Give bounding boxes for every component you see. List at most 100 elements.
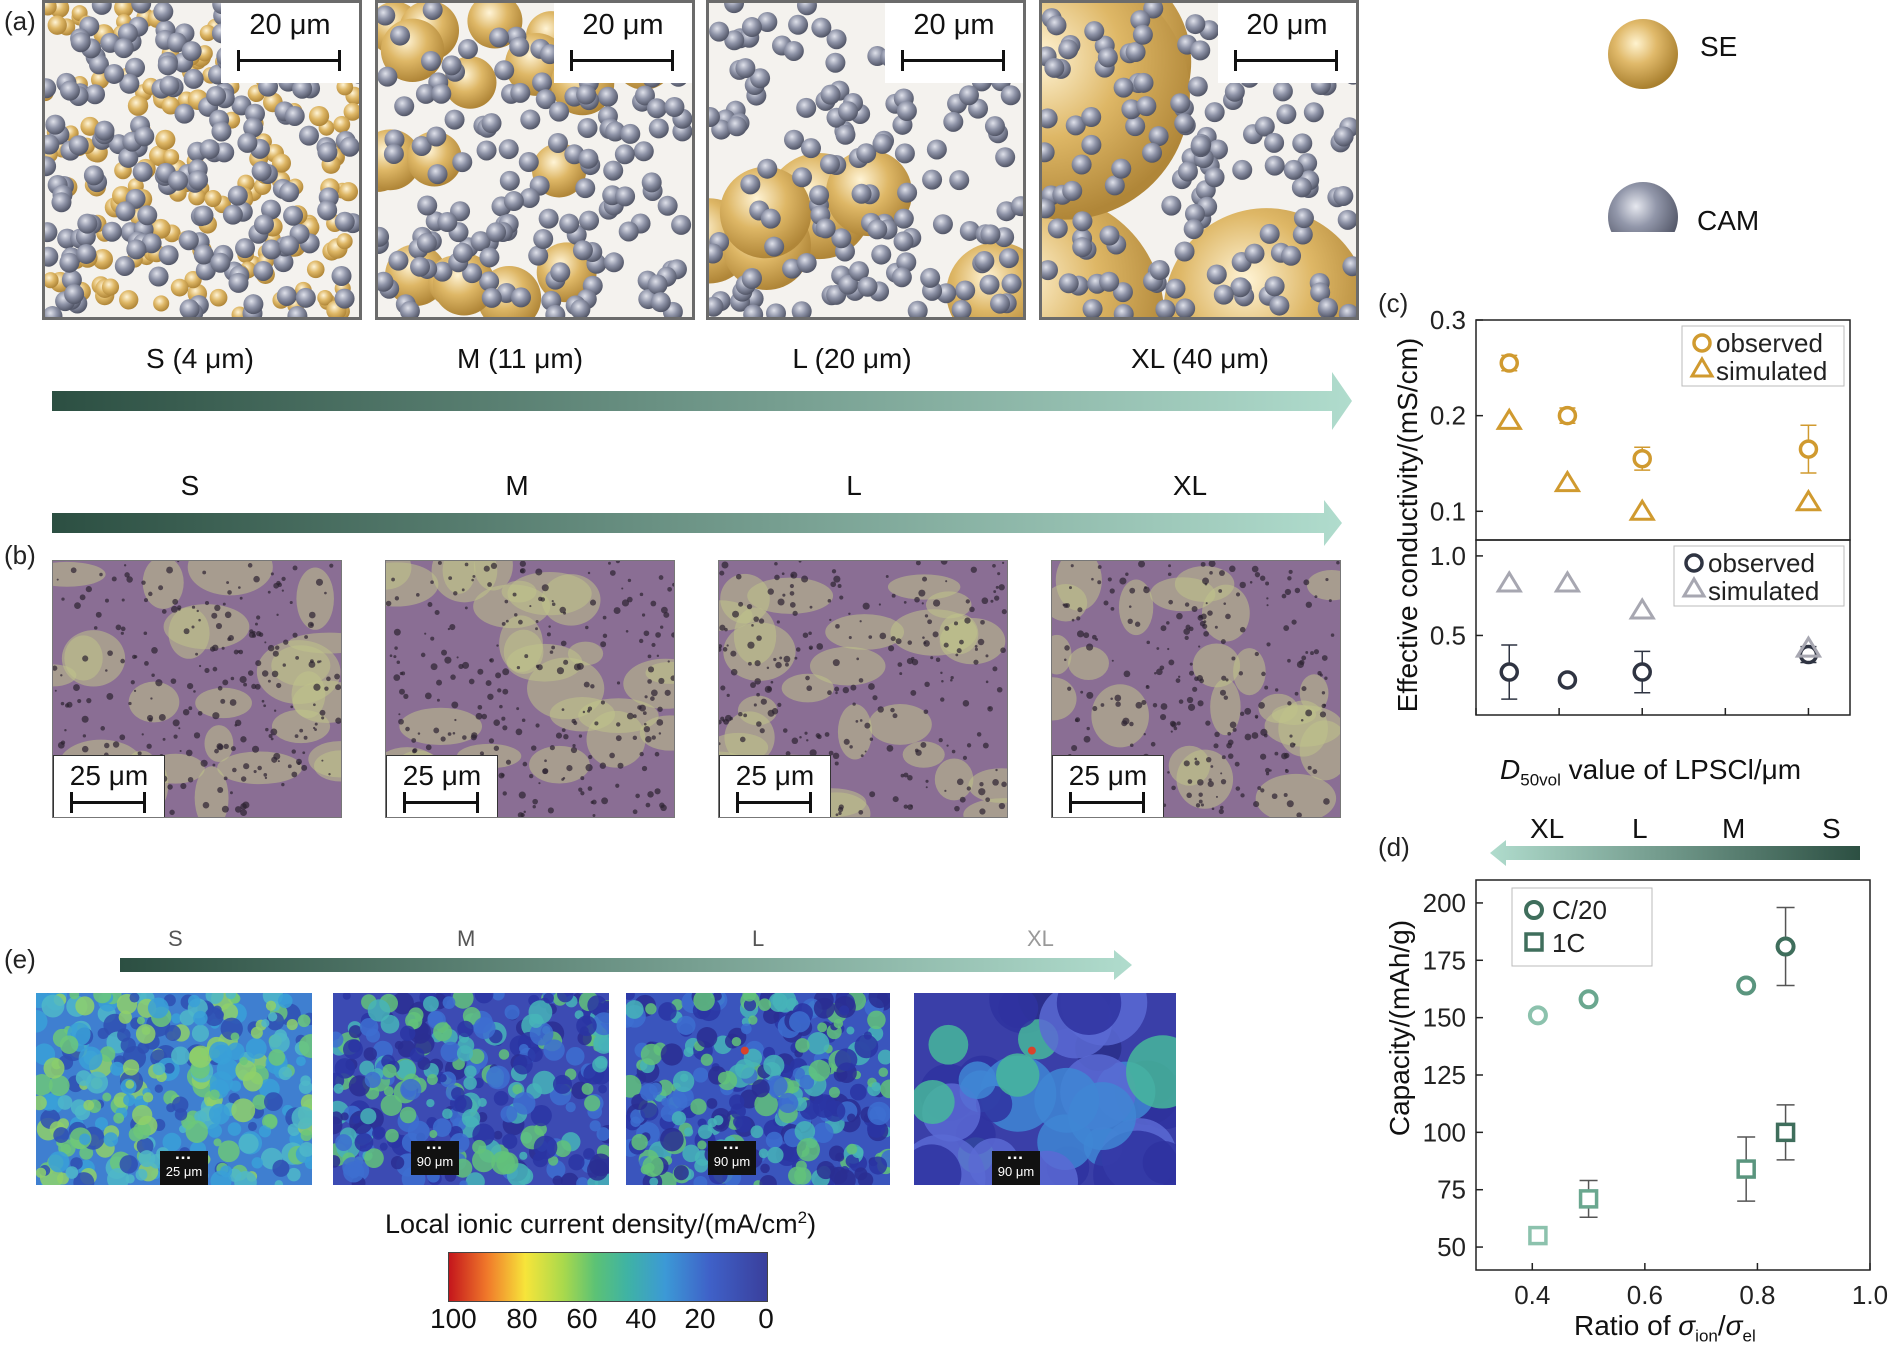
chart-frame (1475, 539, 1851, 716)
pore (930, 656, 934, 660)
pore (671, 632, 674, 638)
pore (1305, 651, 1309, 654)
pore (877, 706, 884, 713)
pore (1197, 700, 1204, 707)
cam-particle (872, 133, 893, 154)
arrow-label-m: M (505, 470, 529, 501)
cam-particle (298, 125, 319, 146)
se-region (1052, 634, 1072, 675)
c-xlabel: D50vol value of LPSCl/μm (1500, 754, 1801, 791)
current-blob (548, 1155, 559, 1166)
pore (753, 616, 759, 622)
pore (639, 592, 644, 597)
pore (643, 722, 647, 726)
cam-particle (634, 85, 655, 106)
pore (1000, 647, 1006, 654)
pore (223, 743, 229, 750)
pore (1071, 745, 1078, 752)
pore (1186, 792, 1192, 799)
cam-particle (549, 101, 570, 122)
current-blob (359, 1060, 375, 1076)
pore (132, 654, 137, 659)
current-blob (261, 1019, 270, 1028)
pore (394, 596, 400, 601)
se-region (142, 561, 184, 609)
y-tick-label: 200 (1423, 888, 1466, 918)
pore (1234, 761, 1240, 767)
cam-particle (575, 178, 596, 199)
pore (838, 811, 842, 816)
pore (587, 709, 591, 713)
pore (1095, 637, 1099, 641)
pore (802, 632, 809, 638)
cam-particle (615, 186, 636, 207)
pore (1123, 670, 1131, 678)
pore (271, 670, 279, 678)
pore (1286, 800, 1294, 808)
cam-particle (572, 240, 593, 261)
se-region (719, 732, 769, 763)
pore (837, 583, 842, 588)
cam-particle (235, 238, 256, 259)
pore (589, 599, 597, 606)
pore (1076, 630, 1085, 638)
cam-particle (796, 3, 817, 16)
pore (1091, 577, 1094, 581)
current-blob (263, 1114, 278, 1128)
legend-simulated-label: simulated (1716, 356, 1827, 386)
pore (993, 590, 997, 593)
cam-particle (1081, 134, 1102, 155)
current-blob (828, 1086, 840, 1098)
pore (505, 759, 512, 765)
cam-particle (59, 80, 80, 101)
pore (1294, 691, 1299, 696)
pore (973, 659, 979, 665)
pore (193, 732, 201, 739)
current-blob (694, 1159, 708, 1173)
pore (251, 745, 260, 753)
pore (995, 768, 998, 772)
current-blob (269, 1032, 290, 1054)
pore (885, 575, 889, 578)
pore (966, 743, 972, 748)
pore (185, 749, 193, 757)
pore (1275, 688, 1279, 692)
cam-particle (1254, 116, 1275, 137)
cube-scale-label: 25 μm (165, 1164, 203, 1179)
pore (969, 606, 975, 613)
cam-particle (45, 78, 57, 99)
pore (146, 743, 152, 749)
pore (64, 703, 70, 708)
pore (54, 689, 57, 692)
se-region (271, 709, 331, 744)
pore (1313, 649, 1320, 655)
current-blob (135, 1168, 148, 1181)
current-blob (166, 1103, 176, 1113)
cam-particle (489, 27, 510, 48)
pore (1211, 807, 1215, 811)
pore (324, 591, 327, 595)
pore (792, 610, 798, 616)
pore (490, 562, 498, 570)
size-label-l: L (20 μm) (792, 343, 912, 374)
pore (862, 602, 870, 610)
pore (1296, 660, 1304, 669)
cam-particle (511, 287, 532, 308)
pore (1305, 709, 1313, 717)
cam-particle (83, 165, 104, 186)
pore (528, 773, 534, 779)
pore (188, 706, 193, 711)
current-blob (41, 994, 65, 1018)
pore (964, 617, 971, 624)
current-blob (383, 1086, 394, 1097)
pore (454, 718, 457, 722)
c20-point (1578, 989, 1599, 1010)
cam-particle (851, 183, 872, 204)
se-region (1118, 579, 1154, 636)
pore (1202, 623, 1208, 629)
cam-particle (261, 239, 282, 260)
current-blob (360, 1108, 377, 1125)
pore (785, 662, 789, 667)
current-blob (364, 1071, 381, 1088)
pore (1214, 731, 1220, 738)
